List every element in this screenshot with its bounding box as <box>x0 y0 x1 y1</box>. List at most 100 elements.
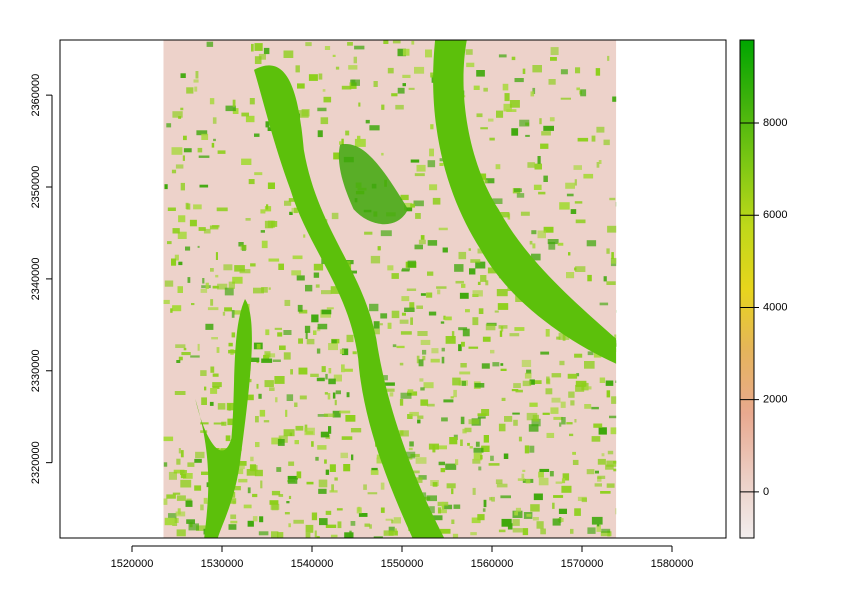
raster-cell <box>477 281 481 285</box>
raster-cell <box>167 241 172 245</box>
raster-cell <box>304 427 315 436</box>
raster-cell <box>174 391 186 395</box>
raster-cell <box>271 221 278 227</box>
raster-cell <box>581 497 587 503</box>
raster-cell <box>615 202 617 207</box>
raster-cell <box>595 68 601 76</box>
raster-cell <box>210 268 214 272</box>
raster-cell <box>515 389 523 393</box>
raster-cell <box>575 380 587 387</box>
colorbar-bar <box>739 39 755 539</box>
raster-cell <box>237 465 245 470</box>
raster-cell <box>276 467 282 472</box>
raster-cell <box>186 519 195 524</box>
raster-cell <box>196 525 206 531</box>
raster-cell <box>524 445 530 454</box>
raster-cell <box>176 529 186 537</box>
raster-cell <box>432 482 438 487</box>
raster-cell <box>259 516 264 523</box>
raster-cell <box>224 307 232 312</box>
raster-cell <box>404 307 415 312</box>
raster-cell <box>545 388 553 395</box>
raster-cell <box>196 130 208 136</box>
raster-cell <box>232 276 243 284</box>
raster-cell <box>597 475 606 479</box>
raster-cell <box>609 415 617 419</box>
raster-cell <box>328 343 338 351</box>
raster-cell <box>331 212 339 220</box>
raster-cell <box>569 433 574 437</box>
raster-cell <box>414 244 423 250</box>
raster-cell <box>212 373 219 377</box>
raster-cell <box>594 483 602 487</box>
raster-cell <box>418 239 426 245</box>
raster-cell <box>570 528 574 534</box>
raster-cell <box>337 521 342 529</box>
raster-cell <box>240 244 247 251</box>
raster-cell <box>317 536 320 538</box>
raster-cell <box>426 495 437 502</box>
raster-cell <box>317 107 327 112</box>
raster-cell <box>596 162 600 168</box>
raster-cell <box>265 329 270 336</box>
raster-cell <box>431 75 434 83</box>
raster-cell <box>432 197 441 205</box>
raster-cell <box>573 165 582 170</box>
raster-cell <box>552 518 561 526</box>
raster-cell <box>522 380 532 387</box>
raster-cell <box>409 441 414 447</box>
raster-cell <box>572 459 579 465</box>
raster-cell <box>201 133 209 140</box>
raster-cell <box>176 360 181 363</box>
raster-cell <box>503 103 512 112</box>
raster-cell <box>400 331 412 335</box>
raster-cell <box>171 147 183 155</box>
raster-cell <box>404 202 413 211</box>
raster-cell <box>324 392 328 395</box>
raster-cell <box>462 428 467 434</box>
raster-cell <box>543 226 554 233</box>
raster-cell <box>472 290 483 297</box>
raster-cell <box>287 475 298 484</box>
raster-cell <box>391 273 399 279</box>
raster-cell <box>553 416 563 420</box>
raster-cell <box>226 402 235 411</box>
raster-cell <box>509 100 520 108</box>
raster-cell <box>298 338 303 344</box>
raster-cell <box>224 287 234 296</box>
raster-cell <box>537 230 546 239</box>
raster-cell <box>210 388 218 394</box>
raster-cell <box>407 391 418 396</box>
raster-cell <box>344 368 353 372</box>
raster-cell <box>556 336 561 340</box>
raster-cell <box>350 428 362 433</box>
raster-cell <box>384 388 395 392</box>
raster-cell <box>559 422 562 427</box>
raster-cell <box>531 230 537 235</box>
raster-cell <box>513 419 518 426</box>
raster-cell <box>420 399 429 406</box>
raster-cell <box>285 409 288 417</box>
raster-cell <box>548 79 556 85</box>
raster-cell <box>580 89 587 97</box>
raster-cell <box>514 188 522 193</box>
raster-cell <box>180 479 192 488</box>
raster-cell <box>606 460 617 467</box>
raster-cell <box>212 386 220 389</box>
raster-cell <box>426 292 433 298</box>
raster-cell <box>323 413 335 417</box>
raster-cell <box>410 159 420 163</box>
raster-cell <box>391 310 400 319</box>
raster-cell <box>514 78 524 83</box>
raster-cell <box>420 293 426 296</box>
raster-cell <box>441 501 445 510</box>
raster-cell <box>576 373 580 377</box>
raster-cell <box>570 400 575 406</box>
raster-cell <box>477 413 487 416</box>
raster-cell <box>350 521 356 526</box>
raster-cell <box>436 445 447 450</box>
raster-cell <box>539 468 550 472</box>
raster-cell <box>445 336 456 344</box>
raster-cell <box>515 507 521 512</box>
raster-cell <box>389 392 394 397</box>
